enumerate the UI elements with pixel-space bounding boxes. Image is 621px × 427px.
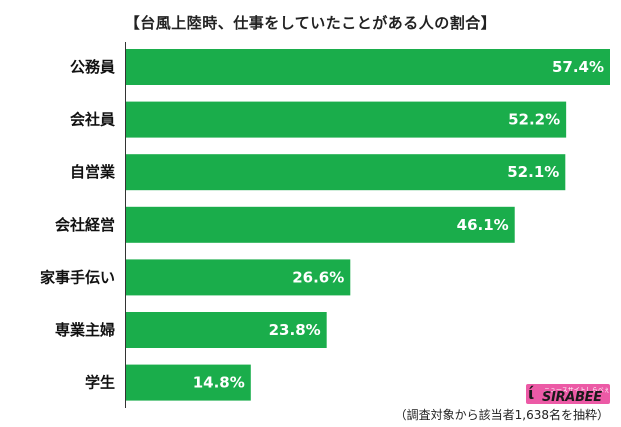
bar-7 (126, 364, 251, 401)
bar-4 (126, 206, 515, 243)
survey-footnote: （調査対象から該当者1,638名を抽粋） (394, 408, 609, 422)
value-label-4: 46.1% (457, 216, 509, 234)
category-label-2: 会社員 (70, 111, 115, 129)
bar-6 (126, 312, 327, 348)
category-label-6: 専業主婦 (55, 321, 115, 339)
category-label-3: 自営業 (70, 163, 116, 181)
value-label-6: 23.8% (269, 321, 321, 339)
logo-tagline: ニュースサイトしらべぇ (544, 387, 610, 394)
category-label-7: 学生 (85, 374, 115, 392)
bar-2 (126, 101, 567, 138)
logo-mark-icon: ί (528, 384, 535, 403)
chart-title: 【台風上陸時、仕事をしていたことがある人の割合】 (124, 14, 497, 32)
logo-name: SIRABEE (542, 390, 602, 405)
category-label-5: 家事手伝い (40, 268, 115, 286)
value-label-5: 26.6% (292, 268, 344, 286)
sirabee-logo: ί ニュースサイトしらべぇ SIRABEE (526, 384, 610, 405)
value-label-2: 52.2% (508, 111, 560, 129)
category-label-1: 公務員 (70, 58, 115, 76)
value-label-3: 52.1% (507, 163, 559, 181)
bar-5 (126, 259, 351, 296)
bar-1 (126, 49, 610, 85)
value-label-7: 14.8% (193, 374, 245, 392)
category-label-4: 会社経営 (55, 216, 115, 234)
value-label-1: 57.4% (552, 58, 604, 76)
bar-3 (126, 154, 566, 191)
